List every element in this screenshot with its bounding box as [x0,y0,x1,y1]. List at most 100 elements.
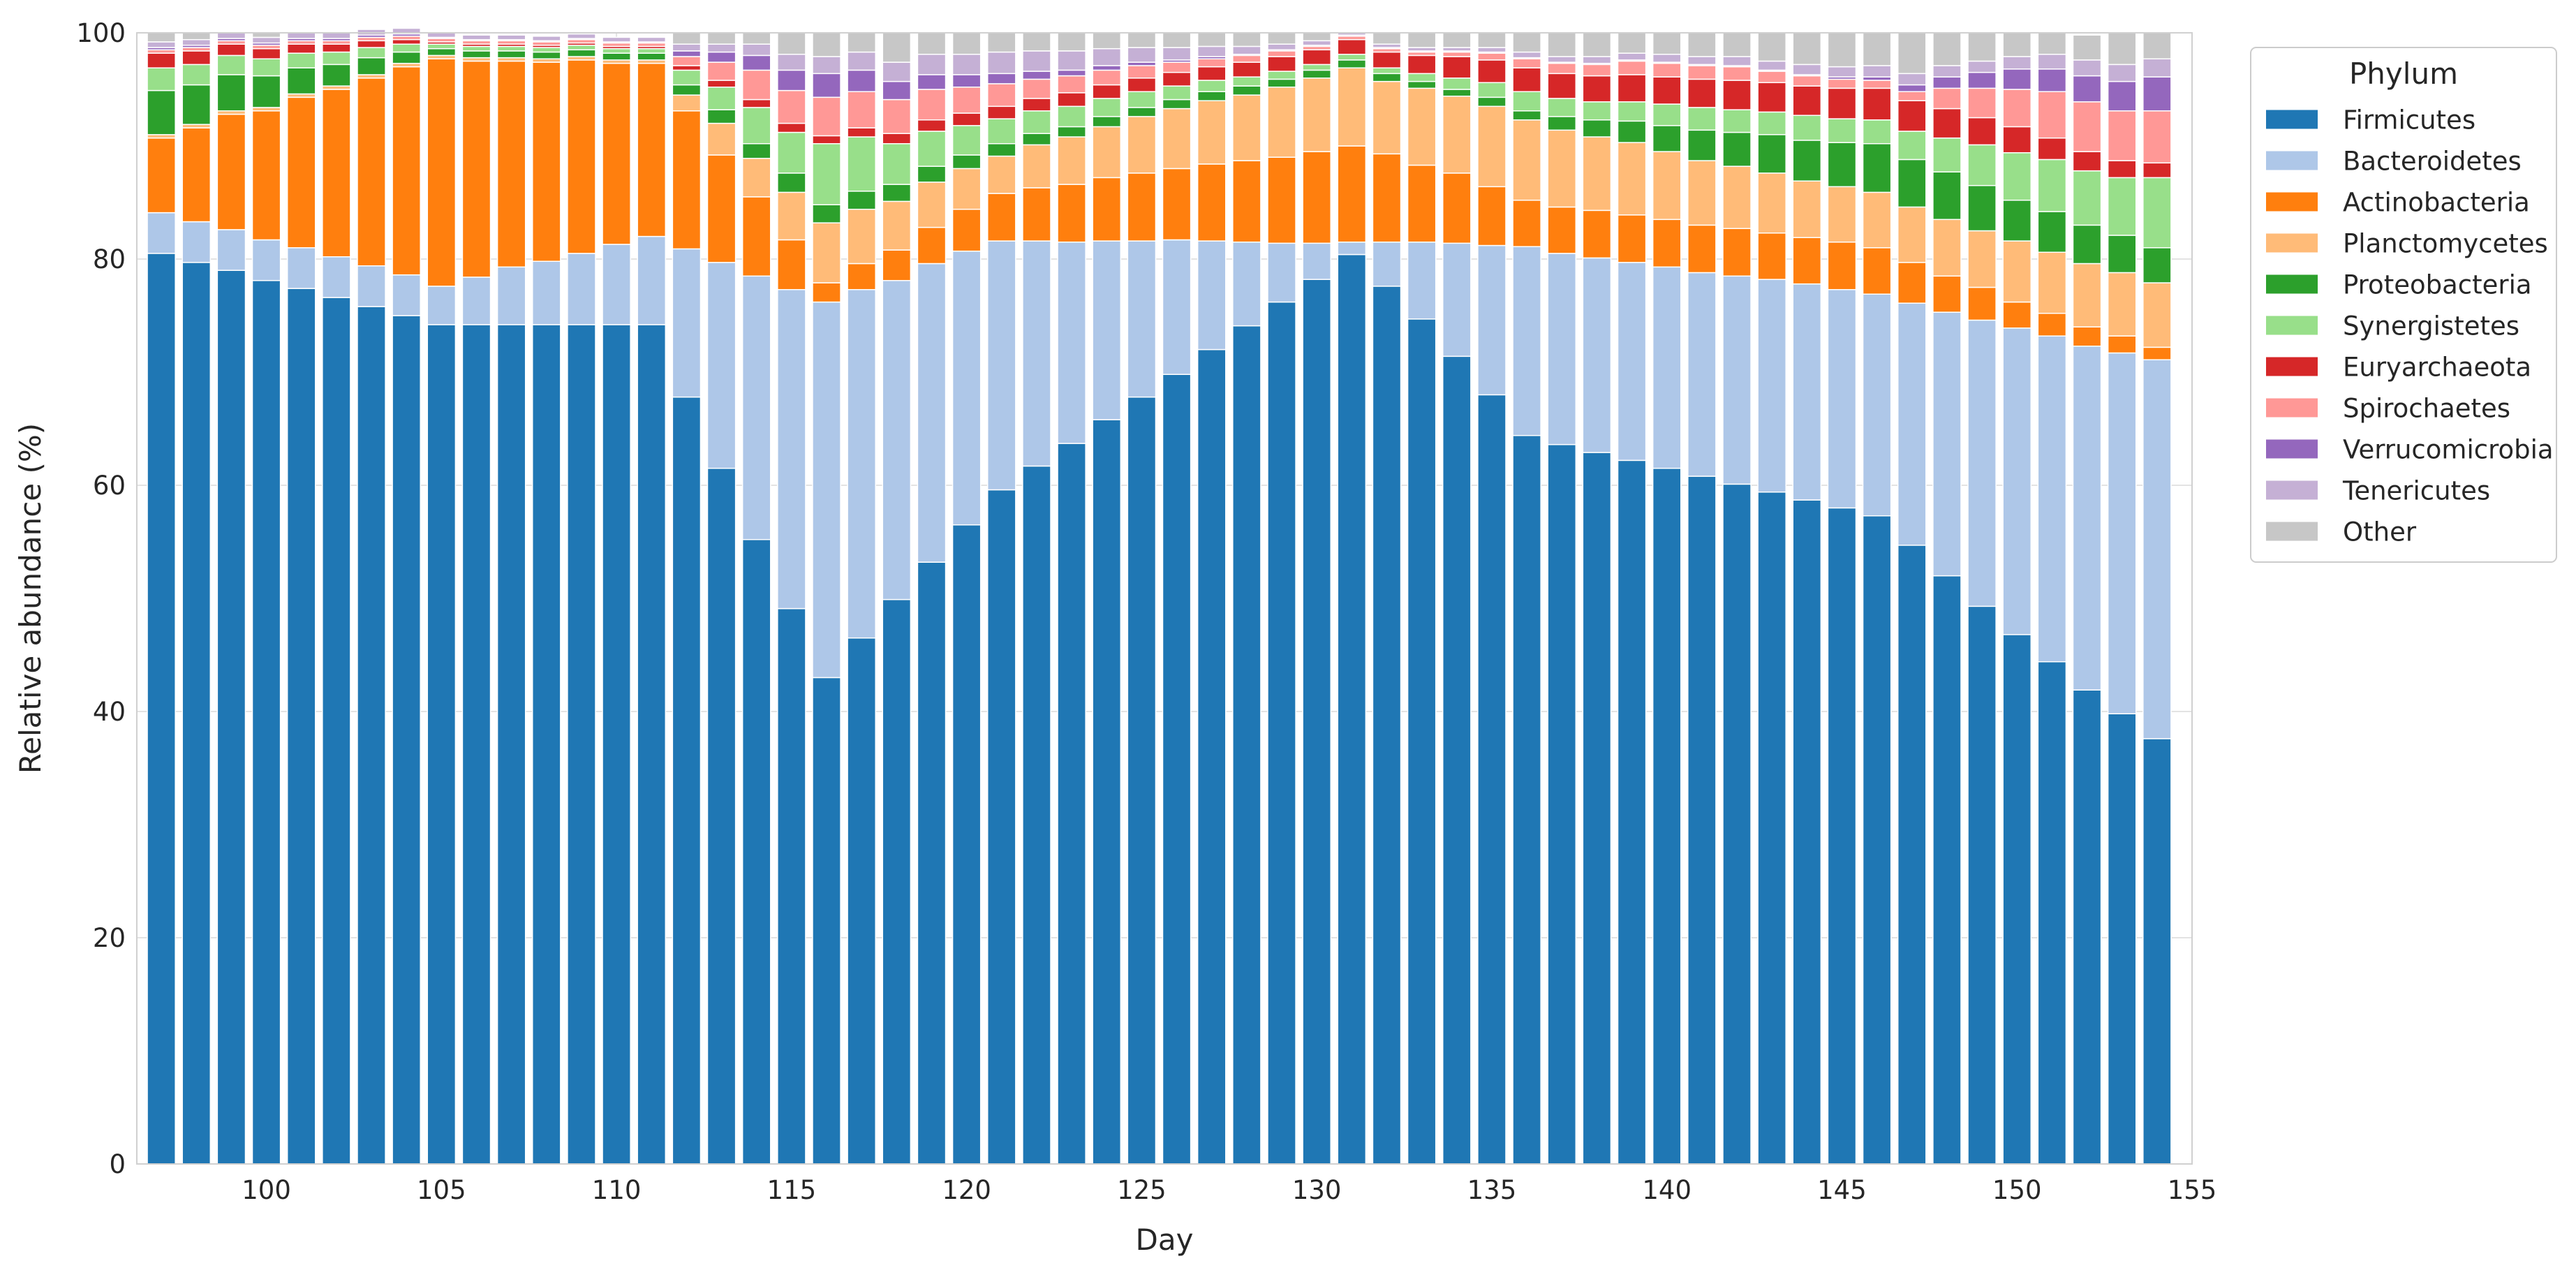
bar-segment [602,47,631,54]
bar-segment [1792,180,1822,238]
bar-segment [1022,98,1051,112]
bar-segment [286,32,316,39]
bar-segment [672,94,702,112]
bar-segment [1057,136,1086,185]
bar-segment [1617,214,1647,263]
bar-segment [1827,87,1857,119]
bar-segment [1722,109,1752,133]
bar-segment [1547,62,1577,75]
bar-segment [2107,110,2137,161]
bar-segment [1127,240,1157,398]
bar-segment [496,50,526,59]
bar-segment [1092,126,1122,179]
legend-items: Firmicutes Bacteroidetes Actinobacteria Pla… [2266,105,2554,547]
bar-segment [1757,172,1786,234]
bar-segment [1162,98,1192,110]
bar-segment [1232,61,1261,78]
bar-segment [2072,263,2102,327]
bar-segment [1127,78,1157,92]
bar-segment [1232,160,1261,243]
bar-segment [847,91,876,128]
bar-segment [706,32,736,45]
bar-segment [812,301,841,679]
bar-segment [2037,661,2067,1165]
bar-segment [1547,443,1577,1165]
bar-segment [1442,56,1472,79]
bar-segment [2037,32,2067,55]
bar-segment [1092,419,1122,1165]
bar-segment [741,54,771,71]
bar-segment [251,36,281,44]
legend-swatch [2266,480,2318,500]
bar-segment [917,54,947,75]
bar-segment [706,467,736,1165]
bar-segment [1547,56,1577,63]
x-tick-label: 130 [1292,1175,1342,1205]
bar-segment [917,89,947,121]
bar-segment [847,136,876,192]
bar-segment [461,45,491,52]
bar-segment [1372,241,1402,287]
bar-segment [1267,71,1296,80]
bar-segment [392,274,421,316]
bar-segment [777,131,806,174]
bar-segment [392,27,421,35]
bar-segment [531,51,561,60]
bar-segment [986,51,1016,75]
bar-segment [1057,69,1086,77]
legend-swatch [2266,522,2318,541]
bar-segment [847,208,876,265]
bar-segment [1932,108,1962,139]
bar-segment [182,221,212,263]
bar-segment [2002,126,2032,154]
bar-segment [216,43,246,57]
bar-segment [251,58,281,77]
bar-segment [1687,160,1717,226]
bar-segment [322,256,351,298]
bar-segment [1967,60,1997,73]
bar-segment [1407,80,1437,89]
bar-segment [637,52,667,61]
bar-segment [1617,32,1647,54]
bar-segment [1827,118,1857,143]
bar-segment [286,288,316,1165]
bar-segment [1547,129,1577,208]
bar-segment [286,67,316,95]
bar-segment [1652,103,1682,126]
bar-segment [812,677,841,1165]
bar-segment [251,47,281,60]
bar-segment [1827,78,1857,89]
bar-segment [1232,54,1261,63]
bar-segment [496,60,526,268]
bar-segment [741,98,771,108]
x-tick-label: 155 [2168,1175,2217,1205]
legend-swatch [2266,233,2318,253]
bar-segment [672,32,702,45]
bar-segment [602,62,631,245]
bar-segment [357,40,386,48]
bar-segment [1092,32,1122,50]
x-axis-label: Day [1136,1223,1194,1257]
bar-segment [1547,116,1577,131]
bar-segment [637,62,667,237]
bar-segment [777,191,806,241]
bar-segment [1512,32,1541,53]
bar-segment [1197,45,1227,57]
bar-segment [147,67,176,91]
bar-segment [847,32,876,53]
bar-segment [1057,443,1086,1165]
bar-segment [357,57,386,75]
bar-segment [637,235,667,325]
bar-segment [1827,66,1857,78]
bar-segment [251,110,281,241]
bar-segment [2107,713,2137,1165]
bar-segment [812,143,841,205]
bar-segment [1827,186,1857,243]
bar-segment [1862,32,1892,66]
bar-segment [1302,49,1331,66]
bar-segment [1512,51,1541,59]
bar-segment [777,32,806,55]
bar-segment [986,105,1016,119]
bar-segment [1547,32,1577,57]
bar-segment [1617,101,1647,122]
